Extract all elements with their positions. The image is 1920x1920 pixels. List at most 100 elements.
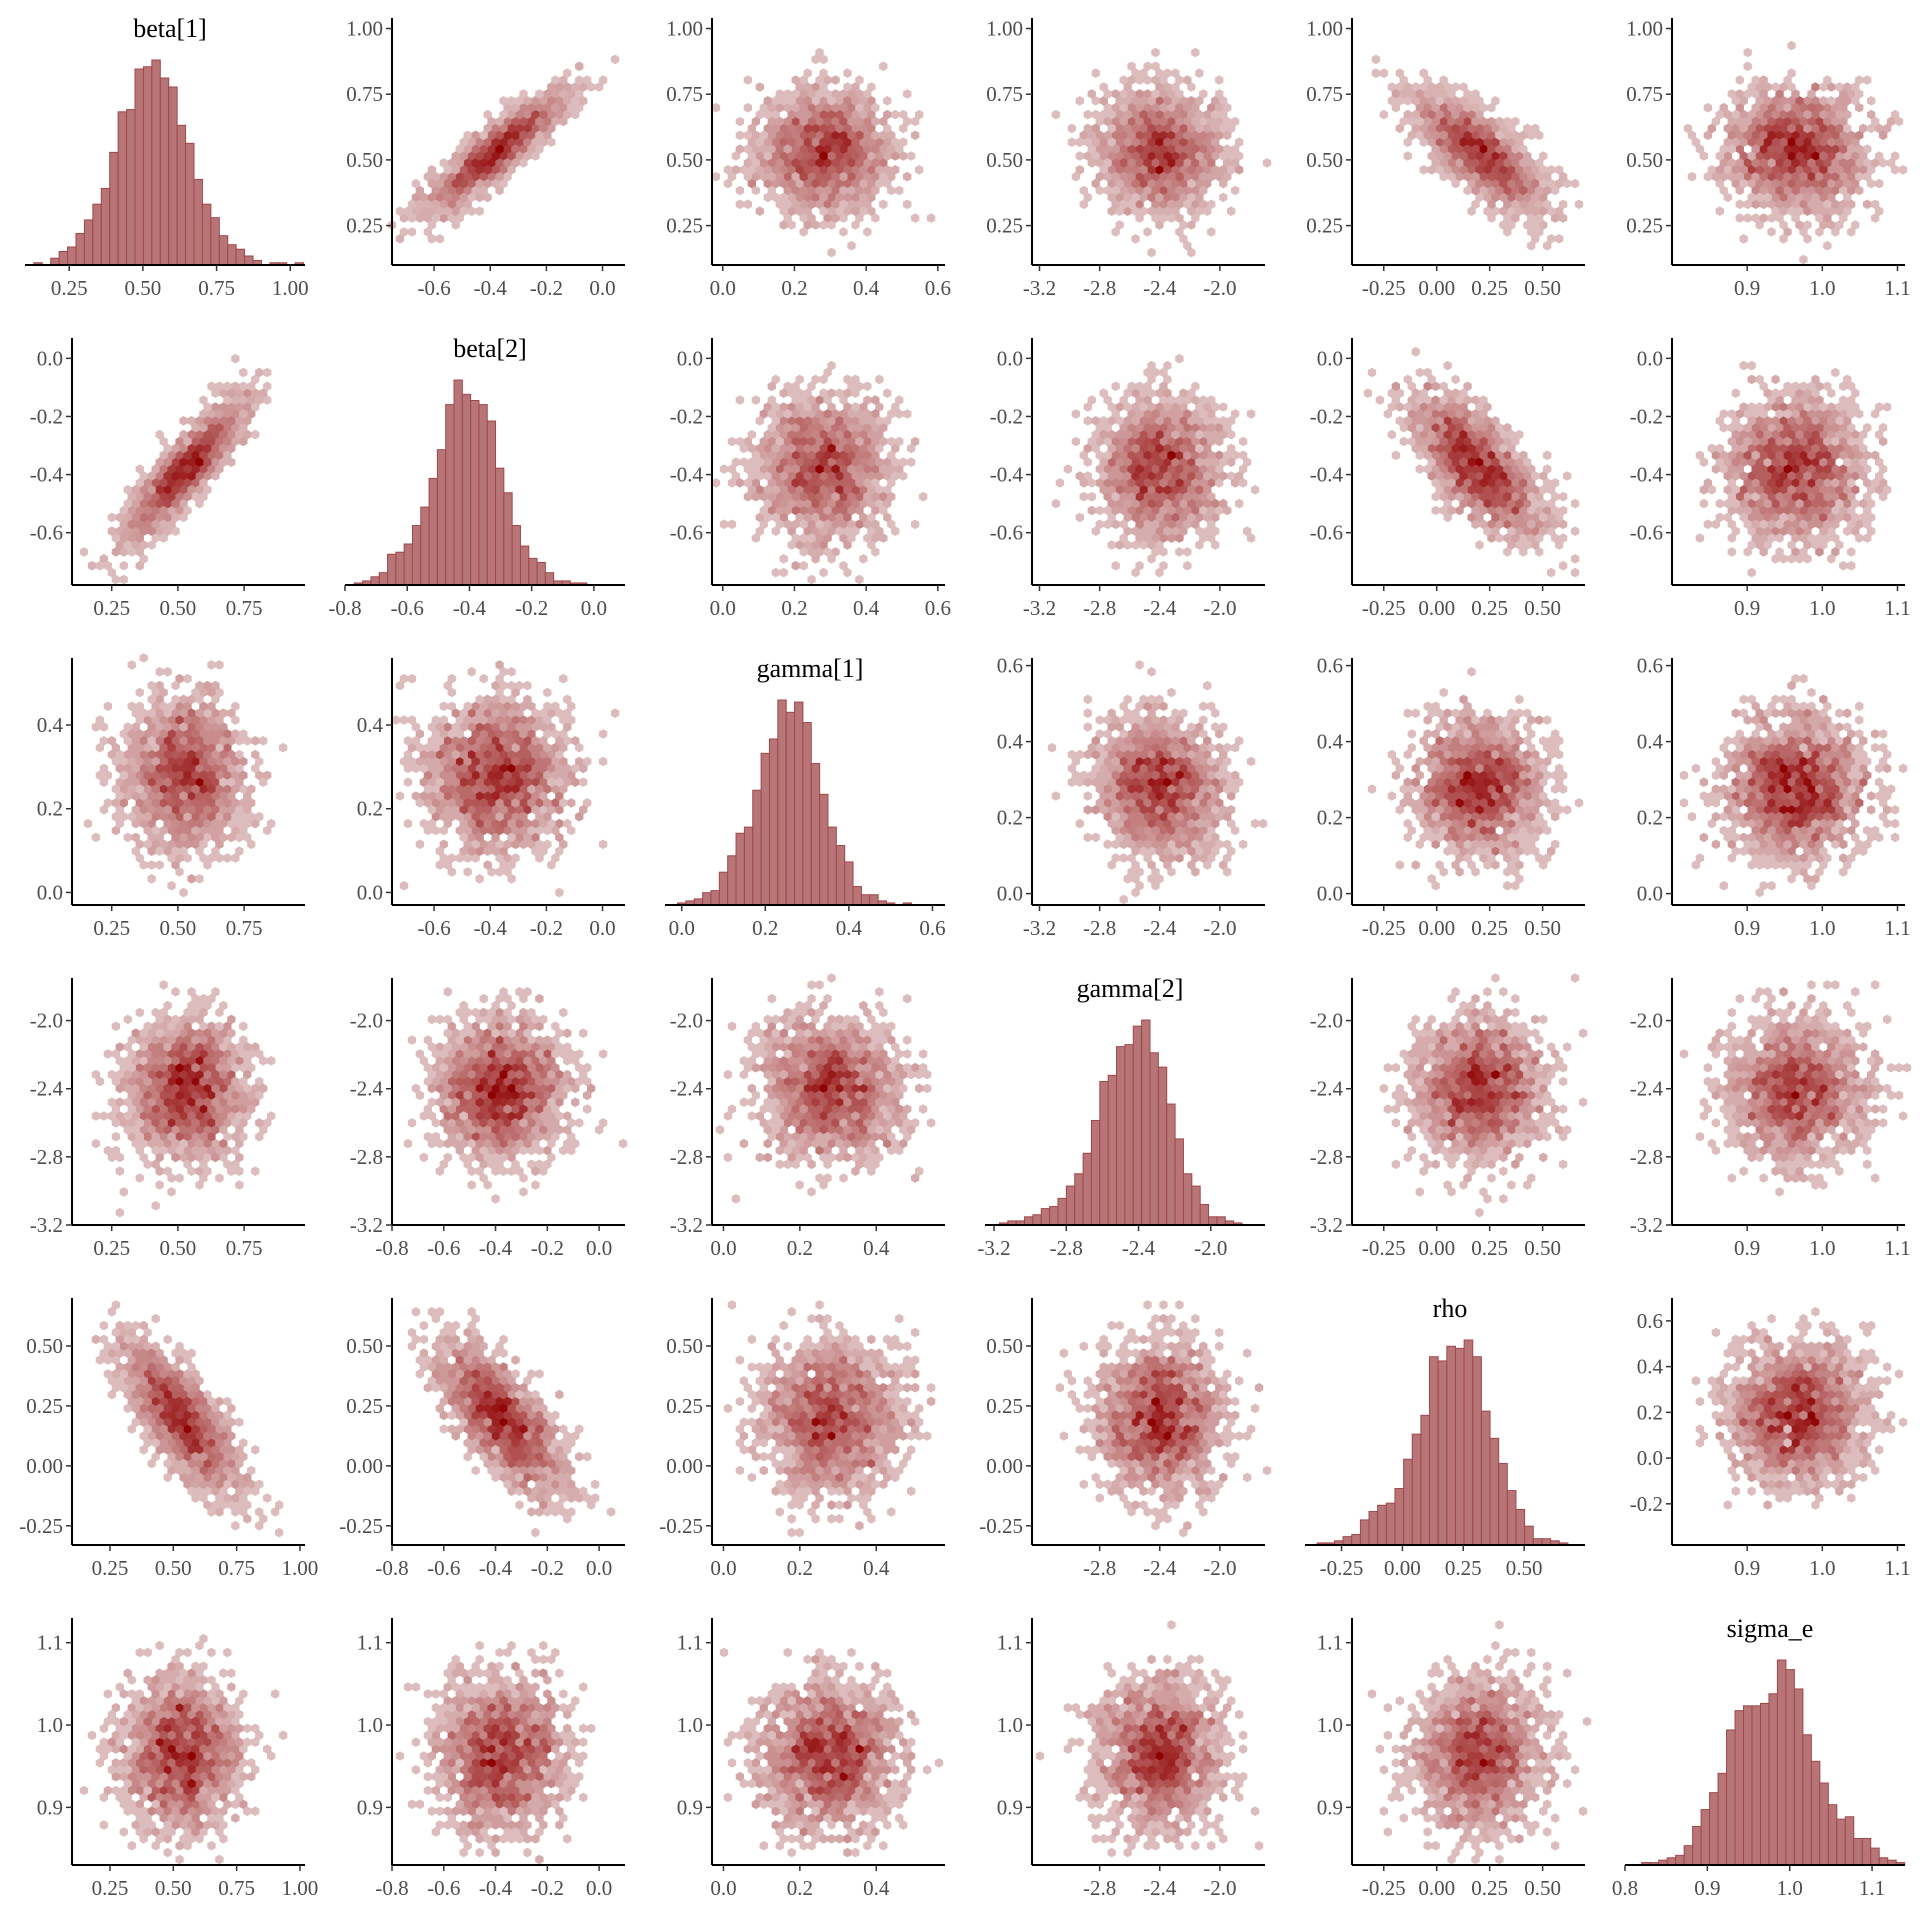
hexbin-cell	[447, 687, 456, 698]
hexbin-cell	[1727, 547, 1736, 557]
hexbin-cell	[467, 165, 476, 175]
hexbin-cell	[1439, 75, 1448, 85]
hexbin-cell	[751, 171, 760, 182]
hexbin-cell	[151, 533, 160, 543]
hexbin-cell	[1163, 818, 1172, 829]
hexbin-cell	[1831, 367, 1840, 378]
hexbin-cell	[131, 722, 140, 732]
hexbin-cell	[1123, 805, 1132, 815]
hexbin-cell	[1179, 137, 1188, 147]
hexbin-cell	[1199, 144, 1208, 154]
hexbin-cell	[1155, 722, 1164, 732]
hexbin-cell	[855, 130, 864, 141]
hexbin-cell	[167, 450, 176, 461]
y-tick-label: 0.25	[346, 214, 383, 238]
hexbin-cell	[1859, 151, 1868, 161]
hexbin-cell	[1195, 818, 1204, 829]
hexbin-cell	[1407, 130, 1416, 141]
hexbin-cell	[1099, 749, 1108, 760]
hexbin-cell	[119, 756, 128, 767]
hexbin-cell	[143, 715, 152, 725]
hexbin-cell	[203, 471, 212, 481]
hexbin-cell	[243, 791, 252, 801]
hexbin-cell	[1443, 82, 1452, 92]
hexbin-cell	[1755, 416, 1764, 426]
hexbin-cell	[1515, 429, 1524, 440]
hexbin-cell	[1771, 151, 1780, 161]
hexbin-cell	[1435, 416, 1444, 426]
hexbin-cell	[1179, 777, 1188, 787]
hexbin-cell	[1159, 171, 1168, 182]
hexbin-cell	[479, 715, 488, 725]
hexbin-cell	[739, 165, 748, 175]
hexbin-cell	[507, 151, 516, 161]
hexbin-cell	[179, 485, 188, 495]
hexbin-cell	[1411, 429, 1420, 440]
hexbin-cell	[1191, 102, 1200, 113]
hexbin-cell	[175, 464, 184, 474]
hexbin-cell	[1171, 805, 1180, 815]
hexbin-cell	[539, 137, 548, 147]
hexbin-cell	[1519, 130, 1528, 141]
hexbin-cell	[1219, 165, 1228, 175]
hexbin-cell	[155, 763, 164, 774]
hexbin-cell	[1787, 402, 1796, 412]
hexbin-cell	[171, 485, 180, 495]
hexbin-cell	[1471, 450, 1480, 461]
hexbin-cell	[1855, 450, 1864, 461]
hexbin-cell	[1755, 443, 1764, 454]
hexbin-cell	[1847, 185, 1856, 196]
y-tick-label: 0.75	[346, 82, 383, 106]
hexbin-cell	[1151, 199, 1160, 210]
hexbin-cell	[171, 846, 180, 856]
hexbin-cell	[1103, 464, 1112, 474]
hexbin-cell	[1123, 874, 1132, 884]
hexbin-cell	[427, 736, 436, 746]
hexbin-cell	[131, 498, 140, 509]
hexbin-cell	[179, 818, 188, 829]
hexbin-cell	[1495, 464, 1504, 474]
hexbin-cell	[803, 485, 812, 495]
hexbin-cell	[491, 680, 500, 691]
hexbin-cell	[159, 491, 168, 502]
hexbin-cell	[1147, 540, 1156, 550]
hexbin-cell	[115, 777, 124, 787]
hexbin-cell	[1851, 402, 1860, 412]
hexbin-cell	[1139, 763, 1148, 774]
hexbin-cell	[835, 151, 844, 161]
hexbin-cell	[187, 805, 196, 815]
hexbin-cell	[1435, 82, 1444, 92]
hexbin-cell	[1415, 436, 1424, 447]
hexbin-cell	[423, 798, 432, 808]
hexbin-cell	[1179, 416, 1188, 426]
hexbin-cell	[1131, 763, 1140, 774]
hexbin-cell	[1131, 887, 1140, 898]
hexbin-cell	[1819, 137, 1828, 147]
hexbin-cell	[879, 491, 888, 502]
hexbin-cell	[523, 832, 532, 843]
hexbin-cell	[1387, 402, 1396, 412]
hexbin-cell	[247, 811, 256, 822]
hexbin-cell	[239, 825, 248, 836]
hexbin-cell	[1827, 220, 1836, 230]
hexbin-cell	[479, 742, 488, 753]
hexbin-cell	[1731, 137, 1740, 147]
hexbin-cell	[1211, 151, 1220, 161]
hexbin-cell	[1199, 422, 1208, 433]
hexbin-cell	[1239, 478, 1248, 488]
hexbin-cell	[151, 505, 160, 516]
hexbin-cell	[827, 471, 836, 481]
hexbin-cell	[431, 811, 440, 822]
hexbin-cell	[1183, 185, 1192, 196]
hexbin-cell	[451, 791, 460, 801]
hexbin-cell	[567, 825, 576, 836]
hexbin-cell	[199, 798, 208, 808]
hexbin-cell	[1183, 158, 1192, 168]
hexbin-cell	[559, 715, 568, 725]
hexbin-cell	[1511, 144, 1520, 154]
x-tick-label: -0.4	[474, 276, 508, 300]
hexbin-cell	[767, 409, 776, 419]
hexbin-cell	[791, 422, 800, 433]
hexbin-cell	[775, 130, 784, 141]
hexbin-cell	[1387, 96, 1396, 106]
